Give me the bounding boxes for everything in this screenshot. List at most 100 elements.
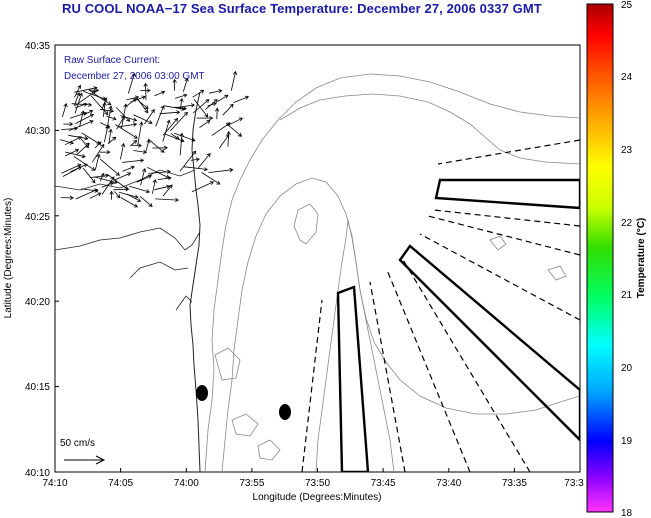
current-vector	[199, 120, 211, 128]
colorbar-tick-label: 23	[621, 145, 633, 156]
current-vector	[137, 122, 143, 146]
current-vector	[133, 150, 147, 153]
current-vector-head	[209, 115, 214, 121]
current-vector-head	[237, 132, 243, 137]
current-vector	[120, 197, 138, 208]
current-vector-head	[226, 130, 231, 135]
map-title: RU COOL NOAA−17 Sea Surface Temperature:…	[62, 1, 542, 16]
y-axis-title: Latitude (Degrees:Minutes)	[3, 198, 14, 319]
current-vector-head	[152, 178, 157, 184]
current-vector-head	[76, 92, 81, 97]
current-vector-head	[80, 110, 85, 115]
colorbar-tick-label: 25	[621, 0, 633, 11]
current-vector-head	[113, 179, 118, 185]
current-vector-head	[148, 202, 153, 207]
current-vector-head	[205, 99, 210, 104]
current-vector-head	[142, 168, 147, 173]
current-vector	[82, 167, 96, 184]
current-vector-head	[83, 102, 88, 107]
y-tick-label: 40:25	[25, 212, 50, 223]
coastline-inlet	[55, 169, 201, 311]
current-vector-head	[97, 192, 102, 197]
current-vector	[139, 196, 153, 207]
current-vector	[90, 95, 109, 115]
current-vector-head	[190, 103, 195, 108]
current-vector-head	[109, 181, 114, 186]
sector-dashed-lines	[301, 139, 580, 472]
current-vector	[102, 97, 107, 109]
current-vector	[205, 99, 218, 110]
current-vector-head	[244, 95, 250, 100]
current-vector	[144, 109, 155, 125]
current-vector-head	[229, 103, 234, 108]
x-tick-label: 73:40	[436, 478, 461, 489]
current-vector-head	[195, 157, 200, 162]
current-vector	[218, 134, 230, 149]
current-vector	[145, 139, 150, 152]
current-vector-head	[184, 77, 189, 82]
current-vector	[114, 191, 121, 198]
current-vector	[68, 120, 94, 131]
current-vector	[148, 171, 171, 174]
current-vector	[61, 164, 82, 174]
current-vector	[120, 143, 125, 160]
current-vector-head	[225, 134, 230, 139]
current-vector-head	[144, 109, 149, 114]
current-vector	[227, 131, 230, 147]
current-vector-head	[100, 143, 105, 149]
current-vector	[89, 175, 109, 178]
current-vector-head	[203, 167, 208, 172]
current-vector-head	[145, 189, 151, 194]
current-vector	[208, 169, 233, 173]
current-vector-head	[85, 142, 90, 147]
current-vector	[104, 125, 109, 143]
current-vector-head	[132, 98, 137, 103]
current-vector	[75, 189, 98, 200]
current-vector-head	[89, 109, 94, 114]
current-vector-head	[175, 197, 180, 203]
current-vector-head	[77, 166, 82, 171]
current-vector-head	[84, 136, 89, 141]
x-tick-label: 74:00	[174, 478, 199, 489]
current-vector-head	[115, 171, 120, 176]
current-vector	[93, 176, 117, 184]
current-vector-head	[95, 88, 100, 93]
current-vector-head	[168, 184, 173, 189]
current-vector-head	[91, 166, 96, 171]
current-vector-head	[108, 128, 113, 133]
y-tick-label: 40:15	[25, 382, 50, 393]
current-vector	[94, 141, 102, 149]
current-vector-head	[209, 181, 214, 186]
current-vector	[170, 133, 180, 140]
current-vector	[65, 151, 86, 158]
current-vector	[217, 94, 229, 102]
current-vector	[233, 96, 249, 103]
current-vector	[125, 98, 137, 107]
current-vector	[154, 91, 165, 97]
current-vector-head	[166, 169, 171, 174]
current-vector	[136, 175, 152, 183]
current-vector	[83, 91, 106, 100]
current-vector	[74, 90, 96, 106]
current-vector	[126, 193, 141, 202]
colorbar-tick-label: 24	[621, 72, 633, 83]
current-vector-head	[106, 149, 111, 155]
x-tick-label: 73:55	[239, 478, 264, 489]
current-vector-head	[139, 121, 144, 126]
current-vector-head	[204, 113, 209, 118]
current-vector-head	[151, 108, 155, 114]
current-vector	[99, 158, 120, 176]
current-vector-head	[74, 148, 80, 153]
current-vector	[115, 107, 130, 122]
current-vector	[76, 142, 90, 156]
mooring-marker-1	[196, 385, 208, 401]
current-vector	[179, 133, 183, 156]
current-vector	[192, 99, 210, 114]
y-ticks: 40:35 40:30 40:25 40:20 40:15 40:10	[25, 41, 50, 479]
current-vector	[62, 103, 67, 118]
current-vector	[155, 198, 179, 201]
current-vector-head	[224, 94, 229, 99]
current-vector-head	[130, 165, 135, 170]
current-vector	[193, 98, 209, 118]
